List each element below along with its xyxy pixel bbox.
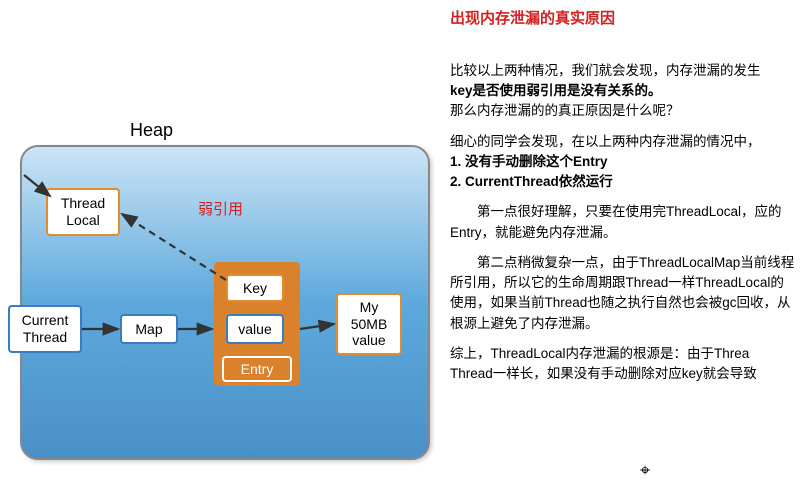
explanation-text: 出现内存泄漏的真实原因 比较以上两种情况，我们就会发现，内存泄漏的发生 key是… bbox=[450, 8, 795, 394]
node-key: Key bbox=[226, 274, 284, 302]
text-cursor-icon: ⌖ bbox=[640, 460, 650, 481]
node-current-thread: Current Thread bbox=[8, 305, 82, 353]
node-map: Map bbox=[120, 314, 178, 344]
para5: 第一点很好理解，只要在使用完ThreadLocal，应的Entry，就能避免内存… bbox=[450, 202, 795, 243]
para4: 细心的同学会发现，在以上两种内存泄漏的情况中， bbox=[450, 134, 761, 149]
para6: 第二点稍微复杂一点，由于ThreadLocalMap当前线程所引用，所以它的生命… bbox=[450, 253, 795, 334]
entry-label-box: Entry bbox=[222, 356, 292, 382]
heap-label: Heap bbox=[130, 120, 173, 141]
heap-diagram: Heap Thread Local Current Thread Map Key… bbox=[0, 0, 440, 500]
node-value: value bbox=[226, 314, 284, 344]
weak-reference-label: 弱引用 bbox=[198, 198, 243, 219]
para2-bold: key是否使用弱引用是没有关系的。 bbox=[450, 83, 662, 98]
para7a: 综上，ThreadLocal内存泄漏的根源是：由于Threa bbox=[450, 346, 749, 361]
list-item-2: 2. CurrentThread依然运行 bbox=[450, 174, 613, 189]
node-threadlocal: Thread Local bbox=[46, 188, 120, 236]
node-my50mb: My 50MB value bbox=[336, 293, 402, 355]
para3: 那么内存泄漏的的真正原因是什么呢？ bbox=[450, 103, 680, 118]
para7b: Thread一样长，如果没有手动删除对应key就会导致 bbox=[450, 366, 757, 381]
para1: 比较以上两种情况，我们就会发现，内存泄漏的发生 bbox=[450, 63, 761, 78]
title: 出现内存泄漏的真实原因 bbox=[450, 8, 795, 31]
list-item-1: 1. 没有手动删除这个Entry bbox=[450, 154, 608, 169]
